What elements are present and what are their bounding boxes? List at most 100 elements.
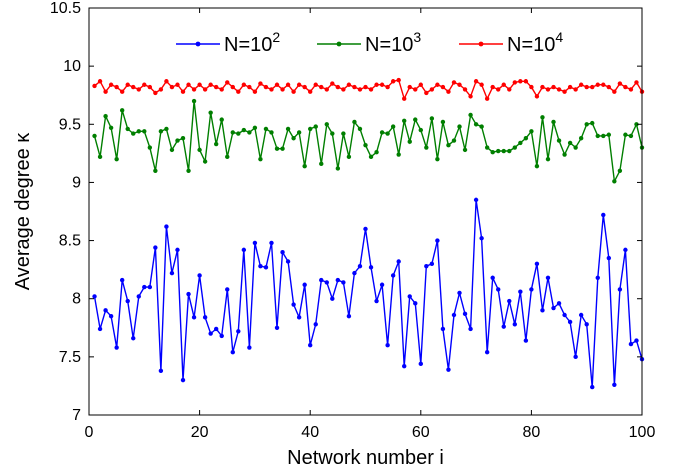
data-point	[363, 226, 368, 232]
data-point	[335, 166, 341, 171]
data-point	[473, 79, 479, 84]
data-point	[131, 131, 136, 136]
data-point	[507, 298, 512, 304]
data-point	[567, 84, 573, 90]
data-point	[197, 273, 202, 278]
data-point	[462, 311, 468, 317]
data-point	[103, 308, 108, 313]
data-point	[545, 87, 551, 92]
data-point	[518, 79, 523, 84]
data-point	[396, 77, 401, 83]
data-point	[606, 84, 612, 90]
y-tick-label: 7.5	[59, 349, 81, 366]
data-point	[153, 245, 158, 250]
data-point	[390, 273, 396, 278]
data-point	[191, 315, 197, 320]
data-point	[407, 84, 412, 90]
data-point	[125, 82, 130, 87]
data-point	[601, 133, 606, 139]
series-line	[93, 199, 643, 388]
data-point	[280, 146, 285, 151]
ticks-layer: 0 20 40 60 80 100 7 7.5 8 8.5 9 9.5 10 10.5	[50, 0, 656, 441]
data-point	[617, 287, 623, 292]
y-tick-label: 9	[72, 174, 81, 191]
data-point	[263, 265, 269, 270]
data-point	[446, 143, 451, 148]
data-point	[567, 319, 573, 325]
data-point	[468, 326, 473, 332]
data-point	[534, 163, 540, 169]
data-point	[379, 82, 385, 87]
data-point	[551, 305, 556, 311]
data-point	[252, 240, 258, 246]
data-point	[291, 136, 296, 141]
y-tick-label: 10.5	[50, 0, 81, 17]
data-point	[108, 313, 114, 319]
x-tick-label: 40	[301, 424, 319, 441]
data-point	[551, 84, 556, 90]
data-point	[324, 280, 329, 285]
data-point	[186, 291, 191, 297]
data-point	[103, 89, 108, 94]
data-point	[429, 116, 435, 121]
legend: N=102 N=103 N=104	[176, 29, 563, 56]
data-point	[247, 130, 252, 135]
data-point	[252, 125, 258, 130]
plot-background	[89, 8, 642, 415]
data-point	[435, 82, 440, 87]
data-point	[562, 89, 567, 94]
data-point	[457, 124, 462, 129]
data-point	[225, 287, 230, 292]
data-point	[468, 112, 473, 118]
data-point	[379, 130, 385, 135]
data-point	[518, 289, 523, 294]
legend-marker	[478, 41, 484, 47]
legend-entry: N=104	[459, 29, 563, 56]
legend-label: N=102	[224, 29, 280, 56]
data-point	[584, 122, 589, 127]
data-point	[236, 131, 241, 136]
data-point	[341, 131, 346, 136]
data-point	[197, 147, 202, 153]
data-point	[407, 294, 412, 299]
data-point	[335, 277, 341, 283]
data-point	[119, 277, 125, 283]
data-point	[567, 140, 573, 146]
data-point	[617, 168, 623, 173]
data-point	[313, 322, 318, 327]
data-point	[473, 122, 479, 127]
data-point	[368, 87, 374, 92]
data-point	[180, 89, 186, 94]
data-point	[385, 343, 390, 348]
data-point	[114, 84, 119, 90]
data-point	[352, 270, 357, 276]
data-point	[319, 84, 324, 90]
data-point	[291, 302, 296, 307]
data-point	[451, 138, 457, 143]
data-point	[236, 89, 241, 94]
data-point	[496, 148, 501, 154]
data-point	[230, 130, 235, 135]
data-point	[219, 87, 224, 92]
data-point	[396, 259, 401, 264]
data-point	[191, 87, 197, 92]
data-point	[523, 79, 529, 84]
data-point	[468, 94, 473, 99]
data-point	[628, 341, 634, 347]
data-point	[357, 126, 363, 132]
data-point	[197, 82, 202, 87]
data-point	[385, 131, 390, 136]
data-point	[97, 154, 103, 160]
data-point	[97, 326, 103, 332]
data-point	[158, 368, 164, 374]
data-point	[446, 367, 451, 372]
data-point	[296, 130, 302, 135]
data-point	[258, 263, 263, 269]
data-point	[407, 139, 412, 144]
x-axis-title: Network number i	[287, 447, 444, 469]
data-point	[435, 156, 440, 162]
data-point	[606, 255, 612, 261]
data-point	[346, 154, 352, 160]
data-point	[131, 336, 136, 341]
